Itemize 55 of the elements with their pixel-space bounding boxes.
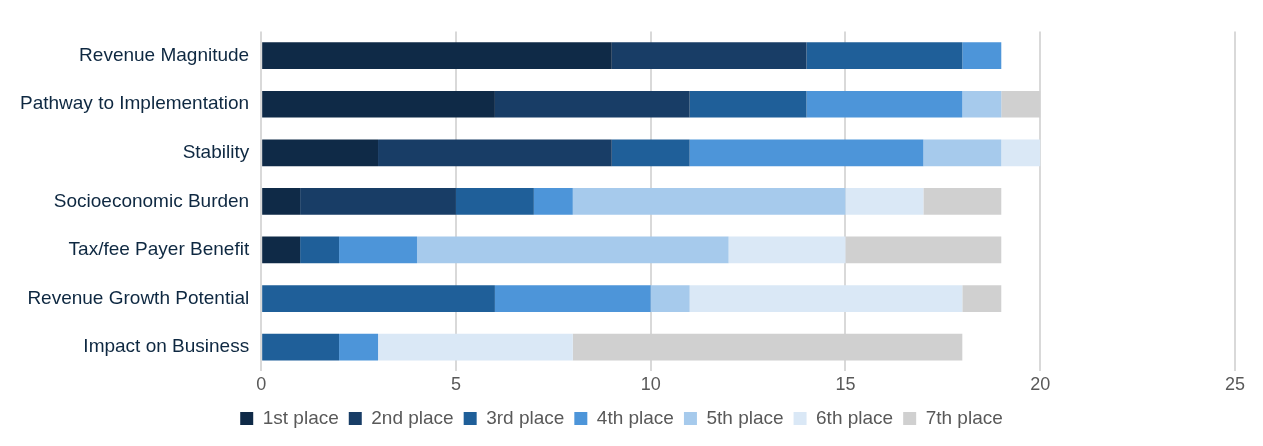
bar	[962, 42, 1002, 70]
bar	[1001, 139, 1041, 167]
bar	[728, 236, 846, 264]
y-tick-label: Impact on Business	[83, 335, 250, 357]
legend-label: 2nd place	[371, 406, 454, 428]
bar	[533, 188, 573, 215]
bar	[262, 42, 612, 70]
x-tick-label: 0	[256, 374, 267, 395]
bar	[455, 188, 534, 215]
legend-label: 3rd place	[486, 406, 565, 428]
bar	[650, 285, 690, 312]
bar	[300, 236, 340, 264]
bar	[923, 139, 1002, 167]
bar	[262, 285, 495, 312]
bar	[494, 90, 690, 118]
bar	[962, 90, 1002, 118]
bar	[689, 90, 807, 118]
bar	[378, 333, 573, 361]
x-tick-label: 20	[1030, 374, 1051, 395]
y-tick-label: Socioeconomic Burden	[53, 189, 250, 211]
bar	[339, 236, 417, 264]
bar	[962, 285, 1002, 312]
bar	[845, 188, 924, 215]
legend-label: 6th place	[816, 406, 894, 428]
bar	[572, 188, 846, 215]
x-tick-label: 5	[450, 374, 461, 395]
legend-label: 4th place	[596, 406, 674, 428]
x-tick-label: 25	[1224, 374, 1246, 395]
x-tick-label: 15	[835, 374, 856, 395]
legend-label: 5th place	[706, 406, 784, 428]
bar	[611, 42, 807, 70]
bar	[689, 139, 924, 167]
x-tick-label: 10	[640, 374, 661, 395]
bar	[262, 188, 301, 215]
bar	[378, 139, 612, 167]
bar	[494, 285, 651, 312]
bar	[923, 188, 1002, 215]
bar	[300, 188, 456, 215]
y-tick-label: Stability	[182, 141, 250, 163]
bar	[416, 236, 729, 264]
bar	[806, 42, 963, 70]
bar	[611, 139, 690, 167]
y-tick-label: Tax/fee Payer Benefit	[68, 238, 250, 260]
bar	[689, 285, 963, 312]
bar	[262, 333, 340, 361]
bar	[806, 90, 963, 118]
legend-label: 1st place	[262, 406, 339, 428]
y-tick-label: Pathway to Implementation	[19, 92, 250, 114]
legend-label: 7th place	[925, 406, 1003, 428]
bar	[262, 139, 379, 167]
y-tick-label: Revenue Growth Potential	[27, 286, 250, 308]
bar	[339, 333, 379, 361]
bar	[262, 90, 495, 118]
bar	[262, 236, 301, 264]
y-tick-label: Revenue Magnitude	[79, 43, 250, 65]
